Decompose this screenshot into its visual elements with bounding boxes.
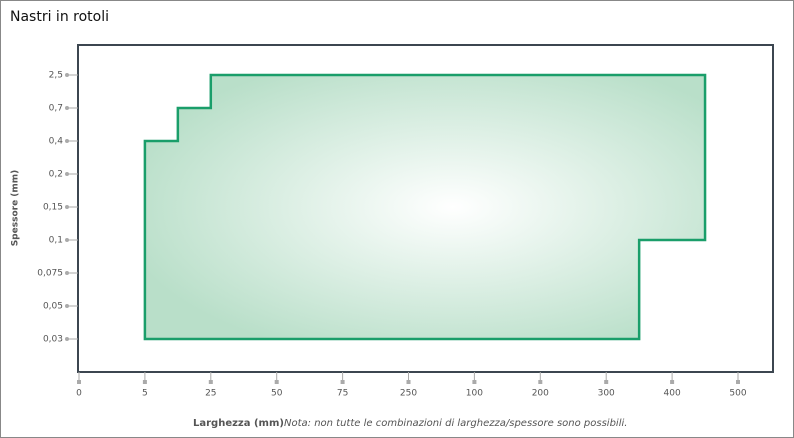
x-tick-dot [538, 380, 543, 384]
x-tick-dot [77, 380, 81, 384]
x-tick-label: 500 [729, 389, 746, 399]
x-tick-dot [406, 380, 411, 384]
y-tick-dot [65, 106, 69, 110]
y-tick-label: 0,15 [43, 203, 63, 213]
y-tick-label: 0,05 [43, 302, 63, 312]
y-tick-dot [65, 73, 69, 77]
chart-title: Nastri in rotoli [10, 9, 109, 25]
x-tick-label: 75 [337, 389, 348, 399]
x-tick-label: 300 [598, 389, 615, 399]
x-tick-dot [472, 380, 477, 384]
x-tick-dot [670, 380, 675, 384]
y-tick-dot [65, 139, 69, 143]
y-tick-label: 0,03 [43, 335, 63, 345]
y-tick-label: 0,075 [37, 269, 63, 279]
x-tick-label: 400 [664, 389, 681, 399]
y-tick-label: 2,5 [49, 71, 63, 81]
y-tick-label: 0,4 [49, 137, 64, 147]
x-tick-dot [604, 380, 609, 384]
x-axis-label: Larghezza (mm) [193, 418, 284, 429]
x-tick-dot [208, 380, 213, 384]
y-tick-label: 0,2 [49, 170, 63, 180]
note: Nota: non tutte le combinazioni di largh… [284, 418, 627, 429]
y-tick-dot [65, 172, 69, 176]
region [143, 73, 707, 341]
x-tick-dot [340, 380, 345, 384]
x-tick-label: 25 [205, 389, 216, 399]
y-tick-dot [65, 304, 69, 308]
y-tick-dot [65, 271, 69, 275]
y-tick-label: 0,1 [49, 236, 63, 246]
x-tick-dot [274, 380, 279, 384]
y-tick-dot [65, 238, 69, 242]
x-tick-dot [142, 380, 147, 384]
x-tick-label: 5 [142, 389, 148, 399]
y-axis-label: Spessore (mm) [11, 170, 21, 247]
y-tick-label: 0,7 [49, 104, 63, 114]
x-tick-label: 200 [532, 389, 549, 399]
x-tick-label: 250 [400, 389, 417, 399]
y-tick-dot [65, 337, 69, 341]
y-tick-dot [65, 205, 69, 209]
x-tick-label: 50 [271, 389, 283, 399]
x-tick-label: 0 [76, 389, 82, 399]
x-tick-dot [736, 380, 740, 384]
x-tick-label: 100 [466, 389, 483, 399]
